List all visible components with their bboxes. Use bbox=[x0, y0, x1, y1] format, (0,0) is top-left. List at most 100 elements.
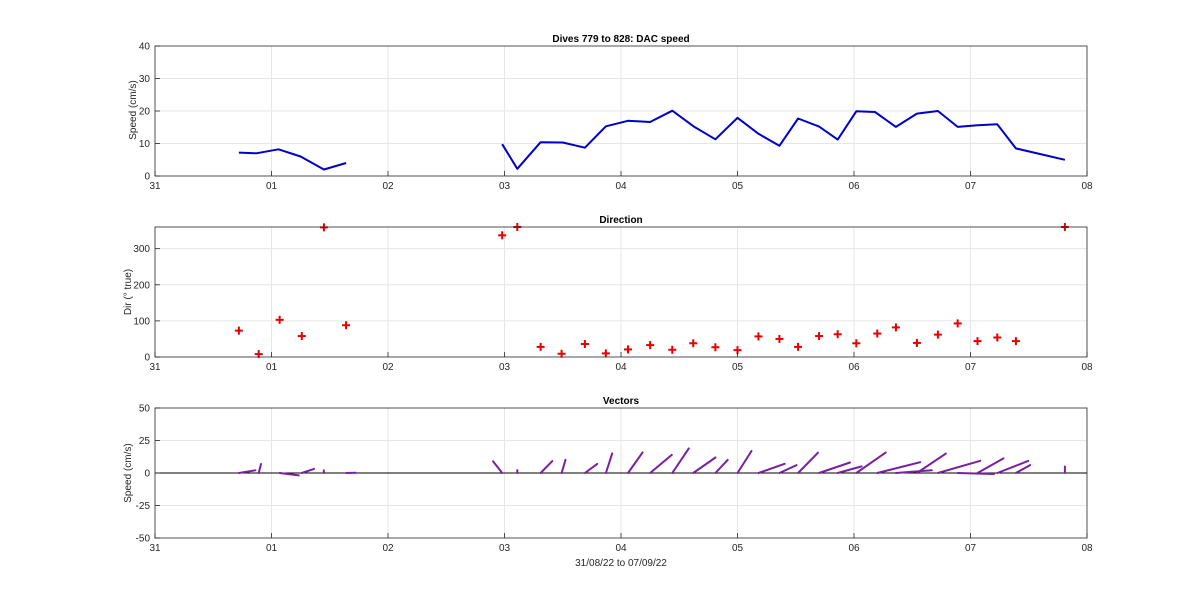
vectors-vector bbox=[714, 458, 729, 474]
vectors-vector bbox=[692, 456, 717, 474]
vectors-vector bbox=[818, 461, 851, 474]
direction-axes bbox=[154, 226, 1088, 358]
speed-x-tick-label: 03 bbox=[499, 181, 511, 192]
direction-y-tick-label: 200 bbox=[133, 280, 150, 291]
vectors-vector bbox=[956, 472, 995, 475]
direction-point bbox=[580, 340, 589, 348]
direction-point bbox=[933, 330, 942, 339]
vectors-vector bbox=[583, 462, 599, 474]
direction-point bbox=[536, 342, 545, 351]
speed-x-tick-label: 08 bbox=[1081, 181, 1093, 192]
direction-point bbox=[275, 315, 284, 324]
direction-panel: 31 01 02 03 04 05 06 07 08 0 100 200 300 Direction D… bbox=[123, 215, 1093, 373]
direction-point bbox=[833, 330, 842, 339]
vectors-x-tick-label: 03 bbox=[499, 543, 511, 554]
direction-x-tick-label: 07 bbox=[965, 362, 977, 373]
direction-y-tick-label: 300 bbox=[133, 244, 150, 255]
direction-point bbox=[953, 319, 962, 328]
vectors-vector bbox=[278, 472, 300, 477]
vectors-vector bbox=[736, 450, 753, 474]
speed-series bbox=[238, 109, 1066, 171]
vectors-axes-box bbox=[154, 407, 1088, 539]
vectors-vector bbox=[915, 452, 947, 474]
speed-y-tick-label: 10 bbox=[139, 139, 151, 150]
vectors-vector bbox=[936, 459, 982, 474]
vectors-vector bbox=[492, 460, 504, 474]
vectors-vector bbox=[757, 462, 786, 474]
direction-point bbox=[912, 338, 921, 347]
speed-panel: 31 01 02 03 04 05 06 07 08 0 10 20 30 40 Dives 779 to… bbox=[128, 34, 1093, 192]
vectors-vector bbox=[855, 451, 887, 474]
vectors-x-tick-label: 06 bbox=[848, 543, 860, 554]
direction-point bbox=[973, 337, 982, 346]
direction-point bbox=[873, 329, 882, 338]
vectors-y-tick-label: 0 bbox=[144, 469, 150, 480]
direction-point bbox=[297, 332, 306, 341]
speed-x-tick-label: 04 bbox=[615, 181, 627, 192]
vectors-x-tick-label: 07 bbox=[965, 543, 977, 554]
vectors-vector bbox=[539, 460, 554, 474]
speed-grid bbox=[155, 46, 1087, 176]
vectors-vector bbox=[300, 467, 315, 474]
direction-x-tick-label: 06 bbox=[848, 362, 860, 373]
direction-point bbox=[815, 332, 824, 341]
vectors-vector bbox=[257, 463, 262, 474]
direction-point bbox=[852, 339, 861, 348]
direction-ylabel: Dir (° true) bbox=[123, 269, 134, 315]
vectors-vector bbox=[778, 464, 798, 474]
vectors-vector bbox=[627, 451, 644, 474]
vectors-vector bbox=[876, 461, 922, 474]
vectors-y-tick-label: -50 bbox=[136, 534, 151, 545]
direction-x-tick-label: 02 bbox=[382, 362, 394, 373]
direction-point bbox=[891, 323, 900, 332]
direction-point bbox=[601, 349, 610, 358]
vectors-title: Vectors bbox=[603, 396, 640, 407]
speed-x-tick-label: 02 bbox=[382, 181, 394, 192]
vectors-y-tick-label: 50 bbox=[139, 404, 151, 415]
direction-point bbox=[711, 343, 720, 352]
direction-y-tick-label: 0 bbox=[144, 353, 150, 364]
direction-title: Direction bbox=[599, 215, 642, 226]
speed-axes-box bbox=[154, 45, 1088, 177]
vectors-ylabel: Speed (cm/s) bbox=[123, 443, 134, 502]
direction-point bbox=[234, 326, 243, 335]
direction-grid bbox=[155, 227, 1087, 357]
speed-line bbox=[501, 109, 1066, 170]
speed-x-tick-label: 05 bbox=[732, 181, 744, 192]
direction-point bbox=[794, 342, 803, 351]
speed-y-tick-label: 0 bbox=[144, 172, 150, 183]
speed-y-tick-label: 40 bbox=[139, 42, 151, 53]
direction-point bbox=[498, 231, 507, 240]
speed-x-tick-label: 07 bbox=[965, 181, 977, 192]
vectors-vector bbox=[237, 469, 257, 474]
vectors-panel: 31 01 02 03 04 05 06 07 08 -50 -25 0 25 50 Vectors Sp… bbox=[123, 396, 1093, 569]
vectors-axes bbox=[154, 407, 1088, 539]
direction-point bbox=[342, 321, 351, 330]
vectors-x-tick-label: 08 bbox=[1081, 543, 1093, 554]
direction-point bbox=[689, 339, 698, 348]
speed-line bbox=[238, 148, 347, 171]
speed-title: Dives 779 to 828: DAC speed bbox=[552, 34, 689, 45]
vectors-xlabel: 31/08/22 to 07/09/22 bbox=[575, 558, 667, 569]
direction-x-tick-label: 03 bbox=[499, 362, 511, 373]
vectors-vector bbox=[604, 452, 614, 474]
direction-point bbox=[557, 349, 566, 358]
vectors-vector bbox=[894, 469, 933, 474]
vectors-x-tick-label: 02 bbox=[382, 543, 394, 554]
direction-x-tick-label: 31 bbox=[149, 362, 161, 373]
direction-x-tick-label: 08 bbox=[1081, 362, 1093, 373]
direction-tick-labels: 31 01 02 03 04 05 06 07 08 0 100 200 300 bbox=[133, 244, 1093, 373]
vectors-x-tick-label: 04 bbox=[615, 543, 627, 554]
speed-axes bbox=[154, 45, 1088, 177]
direction-point bbox=[646, 341, 655, 350]
speed-x-tick-label: 06 bbox=[848, 181, 860, 192]
direction-point bbox=[775, 334, 784, 343]
vectors-vector bbox=[560, 458, 567, 474]
direction-x-tick-label: 04 bbox=[615, 362, 627, 373]
vectors-vector bbox=[671, 447, 690, 474]
speed-x-tick-label: 01 bbox=[266, 181, 278, 192]
vectors-series bbox=[155, 447, 1087, 477]
direction-point bbox=[993, 333, 1002, 342]
vectors-y-tick-label: 25 bbox=[139, 436, 151, 447]
